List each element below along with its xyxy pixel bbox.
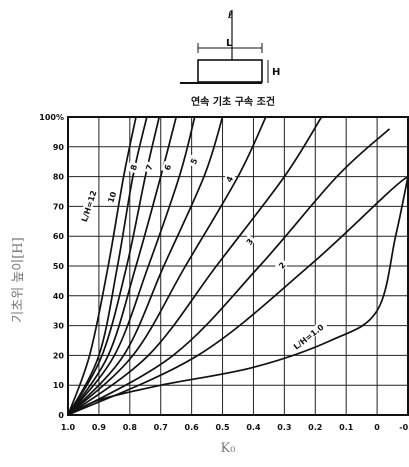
diagram-caption: 연속 기초 구속 조건 (191, 95, 275, 108)
y-tick-label: 70 (53, 202, 65, 211)
y-tick-label: 50 (53, 262, 65, 271)
y-tick-label: 40 (53, 292, 65, 301)
curve-label: 7 (144, 163, 154, 171)
x-tick-label: 0.9 (92, 423, 107, 432)
curve-label: 10 (106, 190, 118, 204)
curve-series-9 (68, 128, 391, 415)
curve-series-7 (68, 117, 267, 415)
x-tick-label: 0.5 (215, 423, 230, 432)
curve-series-5 (68, 117, 196, 415)
curve-label: 4 (225, 174, 236, 184)
curve-label-background (78, 186, 99, 225)
width-label: L (226, 38, 233, 49)
curve-label-background (104, 188, 118, 206)
y-tick-label: 30 (53, 322, 65, 331)
y-tick-label: 80 (53, 173, 65, 182)
y-tick-label: 100% (39, 113, 64, 122)
ticks: 1.0 0.9 0.8 0.7 0.6 0.5 0.4 0.3 0.2 0.1 0 -0.1 0 10 20… (39, 113, 409, 432)
height-label: H (272, 67, 280, 78)
curve-series-8 (68, 117, 323, 415)
curve-label-background (127, 161, 139, 174)
curve-label-background (275, 258, 289, 272)
load-label: ℓ (227, 10, 233, 21)
y-tick-label: 60 (53, 232, 65, 241)
y-axis-title: 기초위 높이[H] (11, 237, 26, 322)
curve-series-6 (68, 117, 224, 415)
curve-label: 6 (163, 163, 174, 172)
x-tick-label: 0.4 (246, 423, 261, 432)
curve-series-11 (68, 176, 408, 415)
y-tick-label: 0 (58, 411, 64, 420)
curve-label-background (242, 234, 256, 248)
curve-series-10 (68, 175, 408, 415)
y-tick-label: 20 (53, 351, 65, 360)
curve-label: 3 (245, 237, 256, 247)
curve-label-background (142, 160, 155, 174)
x-tick-label: 0.7 (154, 423, 168, 432)
x-tick-label: 0.1 (339, 423, 354, 432)
x-tick-label: 0.8 (123, 423, 138, 432)
curve-label-background (161, 160, 174, 174)
curve-label-background (187, 154, 200, 168)
curve-label-background (222, 172, 236, 186)
plot-frame (67, 116, 409, 416)
x-tick-label: 0.3 (277, 423, 291, 432)
y-tick-label: 10 (53, 381, 65, 390)
footing-block (197, 59, 263, 83)
x-tick-label: 1.0 (61, 423, 76, 432)
x-tick-label: 0 (374, 423, 380, 432)
x-tick-label: 0.6 (185, 423, 200, 432)
curve-series-1 (68, 117, 137, 415)
curve-label-background (288, 319, 328, 353)
curve-label: 2 (277, 261, 287, 271)
curve-label: 8 (129, 163, 139, 171)
footing-diagram: ℓ L H 연속 기초 구속 조건 (180, 10, 280, 108)
curves (68, 117, 408, 415)
curve-series-2 (68, 117, 148, 415)
x-tick-label: 0.2 (308, 423, 322, 432)
curve-label: L/H=1.0 (292, 322, 326, 351)
y-tick-label: 90 (53, 143, 65, 152)
x-axis-title: K₀ (221, 441, 236, 456)
curve-label: 5 (189, 157, 200, 166)
x-tick-label: -0.1 (399, 423, 409, 432)
